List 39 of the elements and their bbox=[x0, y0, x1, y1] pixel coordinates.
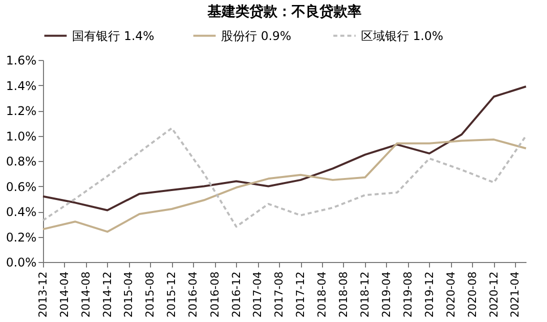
x-tick-label: 2014-12 bbox=[100, 272, 114, 318]
x-tick-label: 2015-08 bbox=[144, 272, 157, 318]
x-tick-label: 2020-08 bbox=[466, 272, 479, 318]
x-tick-label: 2014-04 bbox=[58, 272, 71, 318]
line-series bbox=[42, 127, 527, 228]
x-tick-label: 2018-04 bbox=[315, 272, 328, 318]
legend-label: 国有银行 1.4% bbox=[72, 28, 154, 43]
legend-label: 区域银行 1.0% bbox=[361, 28, 444, 43]
x-tick-label: 2017-08 bbox=[272, 272, 286, 318]
legend-label: 股份行 0.9% bbox=[221, 28, 292, 43]
y-tick-label: 0.6% bbox=[6, 180, 36, 194]
line-series bbox=[42, 138, 527, 233]
y-tick-label: 0.8% bbox=[6, 154, 36, 168]
x-tick-label: 2019-08 bbox=[401, 272, 414, 318]
x-tick-label: 2016-08 bbox=[208, 272, 222, 318]
y-tick-label: 1.4% bbox=[6, 78, 36, 93]
x-tick-label: 2016-04 bbox=[186, 272, 200, 318]
chart-title: 基建类贷款：不良贷款率 bbox=[206, 3, 362, 20]
line-series bbox=[42, 86, 527, 212]
x-tick-label: 2019-04 bbox=[380, 272, 393, 318]
y-tick-label: 0.4% bbox=[6, 205, 36, 219]
x-tick-label: 2021-04 bbox=[508, 272, 522, 318]
x-tick-label: 2016-12 bbox=[230, 272, 243, 318]
y-tick-label: 1.6% bbox=[6, 54, 36, 68]
x-tick-label: 2020-12 bbox=[487, 272, 500, 318]
x-tick-label: 2019-12 bbox=[422, 272, 436, 318]
x-tick-label: 2017-12 bbox=[294, 272, 308, 318]
y-tick-label: 1.2% bbox=[6, 104, 36, 118]
x-tick-label: 2015-12 bbox=[165, 272, 178, 318]
y-tick-label: 0.0% bbox=[6, 256, 36, 270]
x-tick-label: 2020-04 bbox=[444, 272, 458, 318]
x-tick-label: 2018-08 bbox=[336, 272, 350, 318]
x-tick-label: 2015-04 bbox=[122, 272, 136, 318]
x-tick-label: 2018-12 bbox=[358, 272, 372, 318]
y-tick-label: 1.0% bbox=[6, 129, 36, 144]
x-tick-label: 2013-12 bbox=[36, 272, 50, 318]
y-tick-label: 0.2% bbox=[6, 230, 36, 244]
x-tick-label: 2014-08 bbox=[79, 272, 92, 318]
x-tick-label: 2017-04 bbox=[251, 272, 264, 318]
